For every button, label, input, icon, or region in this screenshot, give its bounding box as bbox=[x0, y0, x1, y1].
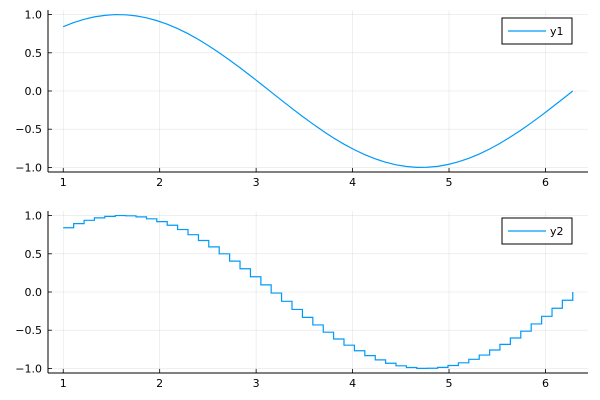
x-tick-label: 4 bbox=[349, 377, 356, 390]
x-tick-label: 3 bbox=[253, 377, 260, 390]
series-line-y1 bbox=[63, 13, 574, 168]
x-tick-label: 5 bbox=[446, 377, 453, 390]
legend-label: y2 bbox=[550, 225, 564, 238]
x-tick-label: 6 bbox=[542, 377, 549, 390]
subplot-2: 1 2 3 4 5 6 −1.0 −0.5 0.0 0.5 1.0 y2 bbox=[15, 210, 588, 390]
legend: y2 bbox=[501, 217, 573, 245]
x-tick-label: 3 bbox=[253, 176, 260, 189]
y-tick-label: 0.0 bbox=[25, 286, 43, 299]
legend: y1 bbox=[501, 17, 573, 45]
y-tick-label: 1.0 bbox=[25, 9, 43, 22]
x-tick-label: 4 bbox=[349, 176, 356, 189]
x-tick-label: 2 bbox=[156, 176, 163, 189]
y-tick-label: −0.5 bbox=[15, 123, 42, 136]
series-line-y2 bbox=[63, 214, 574, 369]
y-tick-label: −1.0 bbox=[15, 161, 42, 174]
y-tick-label: −1.0 bbox=[15, 362, 42, 375]
subplot-1: 1 2 3 4 5 6 −1.0 −0.5 0.0 0.5 1.0 y1 bbox=[15, 9, 588, 189]
y-tick-label: 0.5 bbox=[25, 47, 43, 60]
x-tick-label: 6 bbox=[542, 176, 549, 189]
x-tick-label: 1 bbox=[60, 176, 67, 189]
x-tick-label: 1 bbox=[60, 377, 67, 390]
x-tick-label: 2 bbox=[156, 377, 163, 390]
legend-label: y1 bbox=[550, 25, 564, 38]
x-tick-label: 5 bbox=[446, 176, 453, 189]
y-tick-label: 0.5 bbox=[25, 248, 43, 261]
y-tick-label: −0.5 bbox=[15, 324, 42, 337]
y-tick-label: 0.0 bbox=[25, 85, 43, 98]
y-tick-label: 1.0 bbox=[25, 210, 43, 223]
